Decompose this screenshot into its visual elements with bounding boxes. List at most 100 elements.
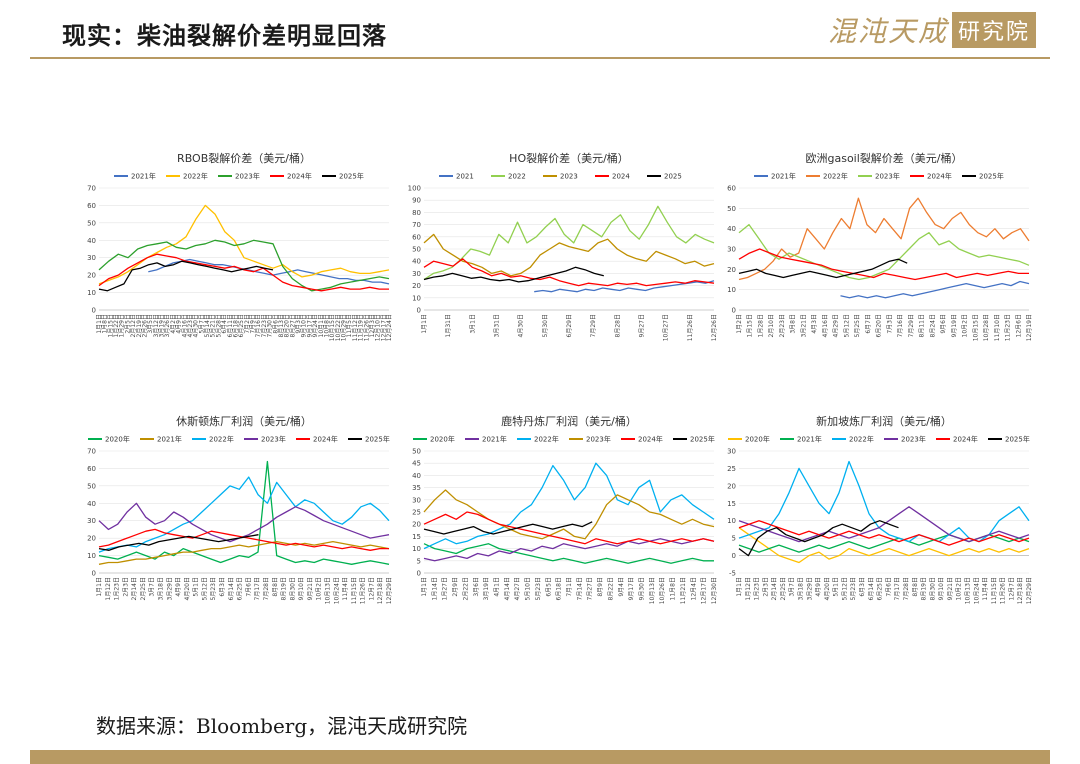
x-tick-label: 6月3日 bbox=[859, 577, 866, 597]
x-tick-label: 2月12日 bbox=[130, 314, 137, 337]
x-tick-label: 11月26日 bbox=[363, 314, 370, 341]
x-tick-label: 11月15日 bbox=[991, 577, 998, 604]
x-tick-label: 8月19日 bbox=[921, 577, 928, 600]
x-tick-label: 5月30日 bbox=[542, 314, 549, 337]
x-tick-label: 12月30日 bbox=[711, 577, 718, 604]
x-tick-label: 10月13日 bbox=[649, 577, 656, 604]
x-tick-label: 11月19日 bbox=[358, 314, 365, 341]
x-tick-label: 5月23日 bbox=[535, 577, 542, 600]
x-tick-label: 1月1日 bbox=[736, 577, 743, 597]
x-tick-label: 1月8日 bbox=[102, 314, 109, 334]
x-tick-label: 2月25日 bbox=[780, 577, 787, 600]
x-tick-label: 8月19日 bbox=[281, 577, 288, 600]
x-tick-label: 8月13日 bbox=[278, 314, 285, 337]
y-tick-label: 50 bbox=[412, 246, 421, 254]
y-tick-label: 40 bbox=[412, 472, 421, 480]
x-tick-label: 9月10日 bbox=[298, 577, 305, 600]
chart-svg: 休斯顿炼厂利润（美元/桶） 2020年 2021年 2022年 2023年 2024年 20… bbox=[87, 414, 393, 604]
x-tick-label: 11月26日 bbox=[360, 577, 367, 604]
x-tick-label: 6月25日 bbox=[238, 314, 245, 337]
x-tick-label: 4月16日 bbox=[181, 314, 188, 337]
chart-svg: 新加坡炼厂利润（美元/桶） 2020年 2021年 2022年 2023年 2024年 20… bbox=[727, 414, 1033, 604]
page-title: 现实：柴油裂解价差明显回落 bbox=[62, 21, 387, 50]
x-tick-label: 10月28日 bbox=[983, 314, 990, 341]
series-line bbox=[423, 258, 715, 287]
x-tick-label: 9月10日 bbox=[301, 314, 308, 337]
x-tick-label: 4月9日 bbox=[176, 314, 183, 334]
x-tick-label: 5月12日 bbox=[201, 577, 208, 600]
y-tick-label: 70 bbox=[412, 221, 421, 229]
x-tick-label: 3月29日 bbox=[166, 577, 173, 600]
x-tick-label: 10月2日 bbox=[316, 577, 323, 600]
series-line bbox=[423, 462, 715, 550]
x-tick-label: 8月8日 bbox=[272, 577, 279, 597]
legend-label: 2025年 bbox=[690, 435, 715, 444]
y-tick-label: 0 bbox=[732, 552, 736, 560]
y-tick-label: 90 bbox=[412, 197, 421, 205]
logo-script-text: 混沌天成 bbox=[828, 15, 949, 48]
y-tick-label: 50 bbox=[87, 219, 96, 227]
x-tick-label: 7月16日 bbox=[255, 314, 262, 337]
x-tick-label: 2月25日 bbox=[140, 577, 147, 600]
x-tick-label: 4月2日 bbox=[170, 314, 177, 334]
x-tick-label: 4月23日 bbox=[187, 314, 194, 337]
series-line bbox=[738, 248, 1029, 281]
legend-label: 2023年 bbox=[901, 435, 926, 444]
y-tick-label: 20 bbox=[727, 482, 736, 490]
x-tick-label: 10月22日 bbox=[335, 314, 342, 341]
x-tick-label: 1月31日 bbox=[445, 314, 452, 337]
x-tick-label: 10月15日 bbox=[972, 314, 979, 341]
x-tick-label: 12月18日 bbox=[1017, 577, 1024, 604]
x-tick-label: 7月14日 bbox=[576, 577, 583, 600]
y-tick-label: 30 bbox=[727, 448, 736, 456]
x-tick-label: 3月1日 bbox=[469, 314, 476, 334]
x-tick-label: 1月22日 bbox=[113, 314, 120, 337]
series-line bbox=[98, 239, 390, 292]
x-tick-label: 10月24日 bbox=[333, 577, 340, 604]
x-tick-label: 5月25日 bbox=[854, 314, 861, 337]
x-tick-label: 7月1日 bbox=[566, 577, 573, 597]
chart-title: 鹿特丹炼厂利润（美元/桶） bbox=[501, 414, 637, 428]
y-tick-label: 60 bbox=[727, 185, 736, 193]
x-tick-label: 1月27日 bbox=[442, 577, 449, 600]
chart-houston-refinery-margin: 休斯顿炼厂利润（美元/桶） 2020年 2021年 2022年 2023年 2024年 20… bbox=[75, 413, 395, 623]
x-tick-label: 2月14日 bbox=[771, 577, 778, 600]
x-tick-label: 5月23日 bbox=[210, 577, 217, 600]
x-tick-label: 12月3日 bbox=[369, 314, 376, 337]
x-tick-label: 9月21日 bbox=[947, 577, 954, 600]
y-tick-label: 5 bbox=[417, 557, 421, 565]
x-tick-label: 11月26日 bbox=[687, 314, 694, 341]
legend-label: 2025年 bbox=[365, 435, 390, 444]
series-line bbox=[98, 502, 390, 543]
y-tick-label: 30 bbox=[412, 270, 421, 278]
x-tick-label: 1月14日 bbox=[431, 577, 438, 600]
y-tick-label: 25 bbox=[412, 509, 421, 517]
chart-ho-crack-spread: HO裂解价差（美元/桶） 2021 2022 2023 2024 2025 0 10 20 30 4… bbox=[400, 150, 720, 360]
legend-label: 2020年 bbox=[745, 435, 770, 444]
y-tick-label: 50 bbox=[727, 205, 736, 213]
x-tick-label: 8月9日 bbox=[597, 577, 604, 597]
x-tick-label: 5月14日 bbox=[204, 314, 211, 337]
x-tick-label: 10月2日 bbox=[956, 577, 963, 600]
x-tick-label: 9月30日 bbox=[639, 577, 646, 600]
y-tick-label: 0 bbox=[732, 307, 736, 315]
x-tick-label: 12月10日 bbox=[375, 314, 382, 341]
x-tick-label: 10月2日 bbox=[962, 314, 969, 337]
x-tick-label: 1月12日 bbox=[105, 577, 112, 600]
legend-label: 2023年 bbox=[261, 435, 286, 444]
y-tick-label: 20 bbox=[727, 266, 736, 274]
series-line bbox=[738, 506, 1030, 543]
x-tick-label: 12月26日 bbox=[711, 314, 718, 341]
x-tick-label: 6月25日 bbox=[877, 577, 884, 600]
series-line bbox=[738, 527, 1030, 564]
x-tick-label: 12月17日 bbox=[380, 314, 387, 341]
y-tick-label: 0 bbox=[417, 307, 421, 315]
legend-label: 2023年 bbox=[875, 172, 900, 181]
series-line bbox=[98, 476, 390, 553]
x-tick-label: 3月31日 bbox=[494, 314, 501, 337]
x-tick-label: 11月15日 bbox=[351, 577, 358, 604]
series-line bbox=[738, 258, 908, 279]
y-tick-label: 60 bbox=[87, 202, 96, 210]
x-tick-label: 1月1日 bbox=[421, 577, 428, 597]
x-tick-label: 11月5日 bbox=[346, 314, 353, 337]
